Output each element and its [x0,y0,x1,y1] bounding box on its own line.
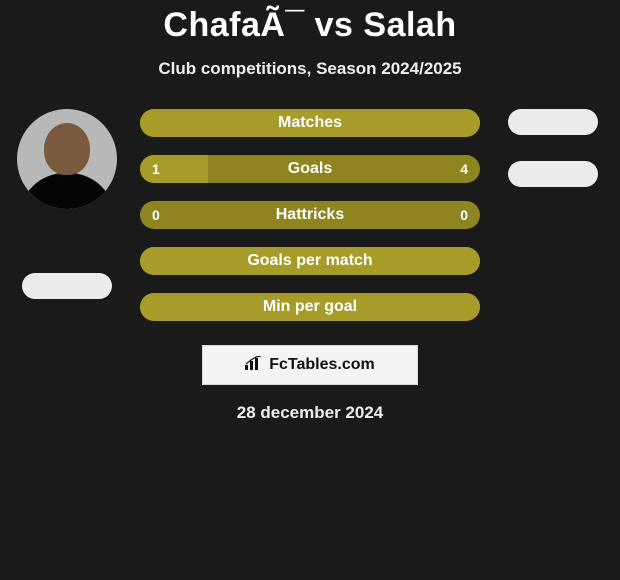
stat-bar-value-right: 4 [448,155,480,183]
player-left-avatar [17,109,117,209]
player-right-flag-pill-2 [508,161,598,187]
footer-date: 28 december 2024 [0,403,620,423]
infographic-container: ChafaÃ¯ vs Salah Club competitions, Seas… [0,0,620,423]
stat-bar-value-left: 0 [140,201,172,229]
brand-badge[interactable]: FcTables.com [202,345,418,385]
stat-bar: Goals per match [140,247,480,275]
brand-text: FcTables.com [269,356,375,374]
player-right-flag-pill-1 [508,109,598,135]
stat-bar: Min per goal [140,293,480,321]
stat-bar: Hattricks0 0 [140,201,480,229]
avatar-head-shape [44,123,90,175]
stat-bar-value-right: 0 [448,201,480,229]
stat-bar-fill-right [310,247,480,275]
stat-bar: Matches [140,109,480,137]
chart-icon [245,356,263,375]
player-left-column [12,109,122,299]
stat-bar-label: Hattricks [140,201,480,229]
player-right-column [498,109,608,187]
stat-bar-fill-left [140,293,310,321]
stat-bar-fill-right [310,109,480,137]
stat-bar-fill-left [140,109,310,137]
stat-bar: Goals14 [140,155,480,183]
page-title: ChafaÃ¯ vs Salah [0,6,620,45]
comparison-row: Matches Goals14 Hattricks0 0 Goals per match… [0,109,620,321]
page-subtitle: Club competitions, Season 2024/2025 [0,59,620,79]
stat-bar-fill-right [310,293,480,321]
stat-bar-fill-left [140,247,310,275]
player-left-flag-pill [22,273,112,299]
stat-bar-fill-left [140,155,208,183]
avatar-body-shape [19,173,115,209]
stat-bars: Matches Goals14 Hattricks0 0 Goals per match… [140,109,480,321]
